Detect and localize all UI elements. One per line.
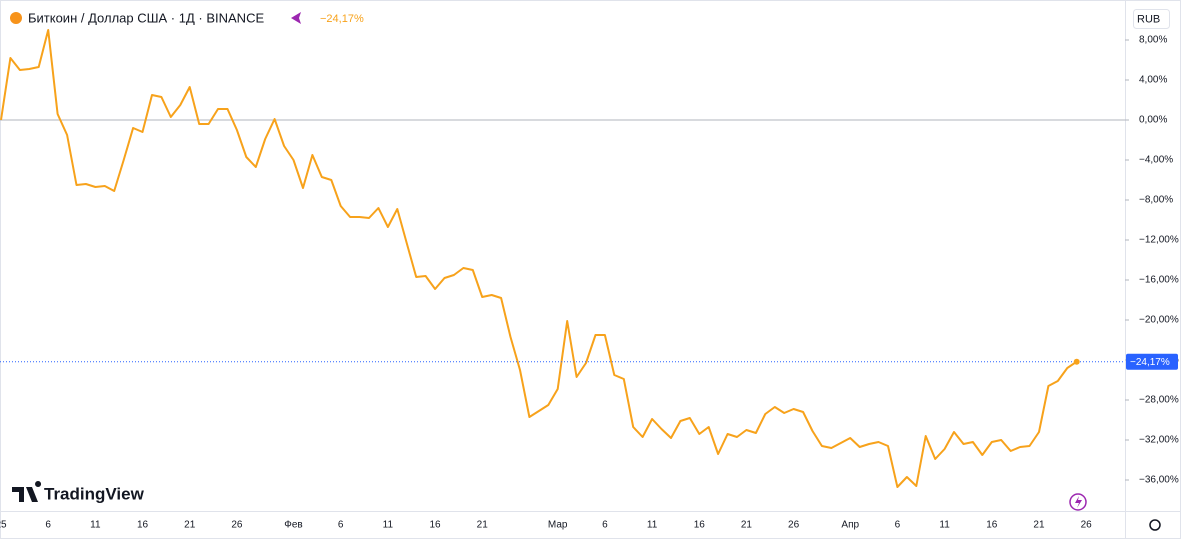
x-tick-label: 11	[647, 520, 658, 531]
x-tick-label: 26	[1081, 520, 1093, 531]
plot	[0, 29, 1125, 488]
price-line	[0, 29, 1078, 488]
x-tick-label: 26	[231, 520, 243, 531]
compare-glyph	[291, 12, 301, 24]
x-tick-label: 21	[1033, 520, 1045, 531]
x-tick-label: Апр	[841, 520, 859, 531]
currency-box[interactable]	[1133, 9, 1170, 29]
y-tick-label: 8,00%	[1139, 35, 1167, 46]
x-tick-label: 16	[429, 520, 441, 531]
y-tick-label: −20,00%	[1139, 315, 1179, 326]
x-tick-label: 6	[895, 520, 901, 531]
last-point	[1073, 358, 1080, 365]
x-tick-label: 21	[184, 520, 196, 531]
x-tick-label: 21	[741, 520, 753, 531]
change-label: −24,17%	[320, 13, 364, 25]
y-tick-label: 0,00%	[1139, 115, 1167, 126]
y-tick-label: −8,00%	[1139, 195, 1173, 206]
y-tick-label: −12,00%	[1139, 235, 1179, 246]
watermark: TradingView	[44, 484, 145, 503]
x-tick-label: 16	[137, 520, 149, 531]
alert-glyph	[1075, 496, 1082, 508]
x-tick-label: 16	[986, 520, 998, 531]
y-tick-label: −16,00%	[1139, 275, 1179, 286]
last-value-label: −24,17%	[1130, 357, 1170, 368]
x-tick-label: 25	[0, 520, 7, 531]
y-tick-label: −36,00%	[1139, 475, 1179, 486]
x-tick-label: 11	[383, 520, 394, 531]
y-tick-label: 4,00%	[1139, 75, 1167, 86]
x-tick-label: 6	[602, 520, 608, 531]
x-tick-label: 11	[939, 520, 950, 531]
x-tick-label: 6	[45, 520, 51, 531]
chart-title: Биткоин / Доллар США · 1Д · BINANCE	[28, 10, 264, 25]
x-tick-label: Мар	[548, 520, 568, 531]
symbol-icon	[10, 12, 22, 24]
compare-icon[interactable]	[291, 12, 301, 24]
logo: TradingView	[12, 481, 145, 503]
x-tick-label: Фев	[284, 520, 302, 531]
y-tick-label: −32,00%	[1139, 435, 1179, 446]
x-tick-label: 11	[90, 520, 101, 531]
logo-glyph	[12, 481, 42, 502]
last-value-badge	[1126, 353, 1178, 370]
y-tick-label: −4,00%	[1139, 155, 1173, 166]
x-tick-label: 6	[338, 520, 344, 531]
alert-icon[interactable]	[1069, 493, 1087, 511]
currency: RUB	[1137, 13, 1160, 25]
settings-icon[interactable]	[1149, 519, 1161, 531]
x-tick-label: 21	[477, 520, 489, 531]
x-tick-label: 26	[788, 520, 800, 531]
x-tick-label: 16	[694, 520, 706, 531]
y-tick-label: −28,00%	[1139, 395, 1179, 406]
